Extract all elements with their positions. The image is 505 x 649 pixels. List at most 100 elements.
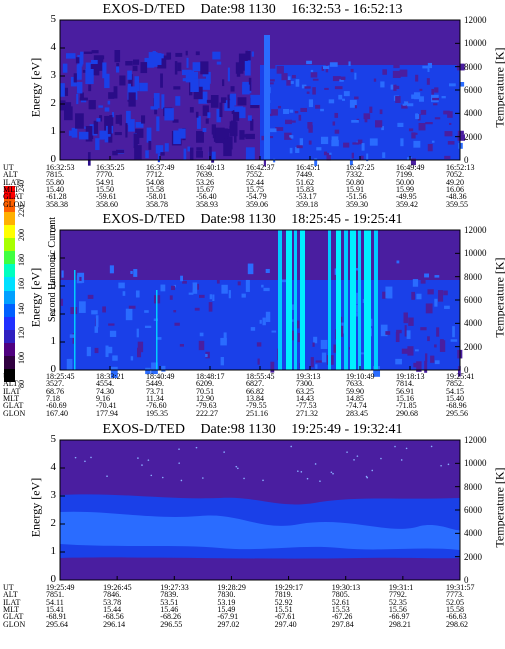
ephemeris-value: -66.97 bbox=[388, 612, 410, 622]
spectrogram-cell bbox=[289, 338, 296, 341]
spectrogram-cell bbox=[118, 282, 125, 289]
spectrogram-cell bbox=[369, 106, 373, 113]
spectrogram-speck bbox=[356, 455, 359, 457]
spectrogram-speck bbox=[447, 463, 450, 466]
spectrogram-cell bbox=[427, 289, 434, 295]
spectrogram-cell bbox=[145, 150, 149, 159]
spectrogram-cell bbox=[189, 107, 194, 113]
ephemeris-value: -74.74 bbox=[346, 401, 367, 411]
colorbar-swatch bbox=[4, 251, 15, 265]
spectrogram-cell bbox=[354, 72, 357, 80]
ephemeris-value: -59.61 bbox=[96, 192, 117, 202]
spectrogram-cell bbox=[234, 106, 244, 112]
spectrogram-cell bbox=[139, 82, 148, 92]
spectrogram-cell bbox=[237, 281, 241, 286]
spectrogram-cell bbox=[115, 115, 122, 124]
spectrogram-cell bbox=[247, 263, 254, 275]
ephemeris-value: 15.67 bbox=[196, 184, 214, 194]
ephemeris-row-name: GLON bbox=[3, 199, 26, 209]
spectrogram-cell bbox=[286, 80, 291, 86]
spectrogram-speck bbox=[237, 467, 239, 470]
spectrogram-cell bbox=[351, 152, 354, 159]
spectrogram-cell bbox=[196, 147, 203, 151]
spectrogram-cell bbox=[434, 360, 440, 365]
spectrogram-band bbox=[364, 230, 371, 370]
spectrogram-cell bbox=[396, 329, 402, 334]
spectrogram-cell bbox=[321, 352, 327, 363]
spectrogram-speck bbox=[297, 470, 299, 472]
spectrogram-cell bbox=[397, 122, 404, 127]
spectrogram-speck bbox=[243, 477, 245, 480]
spectrogram-cell bbox=[343, 91, 350, 97]
spectrogram-cell bbox=[93, 120, 99, 134]
spectrogram-cell bbox=[146, 269, 153, 272]
spectrogram-cell bbox=[113, 86, 118, 99]
y2-tick-label: 0 bbox=[464, 365, 469, 375]
spectrogram-cell bbox=[227, 94, 230, 109]
spectrogram-cell bbox=[174, 61, 178, 75]
panel-2-plot: 0 1 2 3 4 5 0 2000 4000 6000 8000 10000 12000 Energy … bbox=[29, 223, 505, 378]
spectrogram-cell bbox=[245, 279, 250, 292]
spectrogram-cell bbox=[200, 61, 209, 75]
ephemeris-value: 19:10:49 bbox=[346, 372, 375, 381]
spectrogram-cell bbox=[88, 84, 92, 92]
colorbar-swatch bbox=[4, 212, 15, 226]
spectrogram-cell bbox=[331, 136, 339, 142]
spectrogram-cell bbox=[107, 118, 112, 135]
spectrogram-cell bbox=[339, 79, 344, 82]
ephemeris-value: 15.41 bbox=[46, 604, 64, 614]
spectrogram-cell bbox=[219, 102, 223, 118]
spectrogram-cell bbox=[173, 130, 181, 145]
ephemeris-value: 18:33:21 bbox=[96, 372, 125, 381]
spectrogram-cell bbox=[155, 145, 164, 154]
spectrogram-cell bbox=[202, 127, 207, 133]
spectrogram-cell bbox=[108, 323, 115, 326]
spectrogram-cell bbox=[112, 355, 118, 361]
ephemeris-value: -51.56 bbox=[346, 192, 367, 202]
spectrogram-cell bbox=[80, 100, 87, 103]
spectrogram-cell bbox=[420, 109, 427, 115]
colorbar-swatch bbox=[4, 355, 15, 370]
ephemeris-value: 251.16 bbox=[246, 408, 268, 418]
ephemeris-value: -56.40 bbox=[196, 192, 217, 202]
spectrogram-cell bbox=[360, 155, 364, 160]
ephemeris-value: -49.95 bbox=[396, 192, 417, 202]
spectrogram-cell bbox=[164, 108, 174, 121]
spectrogram-cell bbox=[188, 71, 199, 79]
panel-1-plot: 0 1 2 3 4 5 0 2000 4000 6000 8000 10000 12000 Energy … bbox=[29, 13, 505, 167]
ephemeris-value: 358.38 bbox=[46, 199, 68, 209]
ephemeris-value: 19:25:41 bbox=[446, 372, 475, 381]
spectrogram-speck bbox=[394, 445, 396, 448]
y-tick-label: 3 bbox=[50, 279, 57, 291]
ephemeris-row-glon: GLON 295.64 296.14 296.55 297.02 297.40 297.84… bbox=[0, 620, 505, 629]
ephemeris-value: 50.80 bbox=[346, 177, 364, 187]
spectrogram-speck bbox=[306, 477, 309, 480]
ephemeris-row-ut: UT 16:32:53 16:35:25 16:37:49 16:40:13 16:42:… bbox=[0, 164, 505, 172]
ephemeris-value: 52.44 bbox=[246, 177, 264, 187]
spectrogram-cell bbox=[110, 366, 118, 378]
spectrogram-cell bbox=[315, 104, 321, 109]
spectrogram-cell bbox=[447, 141, 455, 145]
spectrogram-cell bbox=[239, 267, 242, 277]
ephemeris-value: 19:31:57 bbox=[446, 583, 475, 592]
spectrogram-cell bbox=[261, 284, 264, 288]
spectrogram-cell bbox=[250, 119, 254, 131]
ephemeris-value: 6209. bbox=[196, 379, 214, 389]
spectrogram-cell bbox=[154, 53, 162, 65]
y2-tick-label: 8000 bbox=[464, 481, 482, 492]
ephemeris-row-name: MLT bbox=[3, 393, 20, 403]
spectrogram-cell bbox=[250, 94, 260, 105]
spectrogram-cell bbox=[148, 140, 152, 150]
spectrogram-cell bbox=[178, 128, 186, 139]
ephemeris-value: -58.01 bbox=[146, 192, 167, 202]
spectrogram-cell bbox=[237, 97, 247, 106]
spectrogram-cell bbox=[235, 107, 246, 119]
panel-3-title-date: Date:98 1130 bbox=[200, 422, 276, 437]
spectrogram-cell bbox=[125, 308, 133, 321]
y2-tick-label: 2000 bbox=[464, 341, 482, 352]
spectrogram-cell bbox=[183, 148, 187, 160]
spectrogram-cell bbox=[156, 116, 160, 132]
spectrogram-speck bbox=[178, 448, 180, 450]
spectrogram-cell bbox=[284, 119, 292, 125]
spectrogram-cell bbox=[408, 128, 414, 132]
